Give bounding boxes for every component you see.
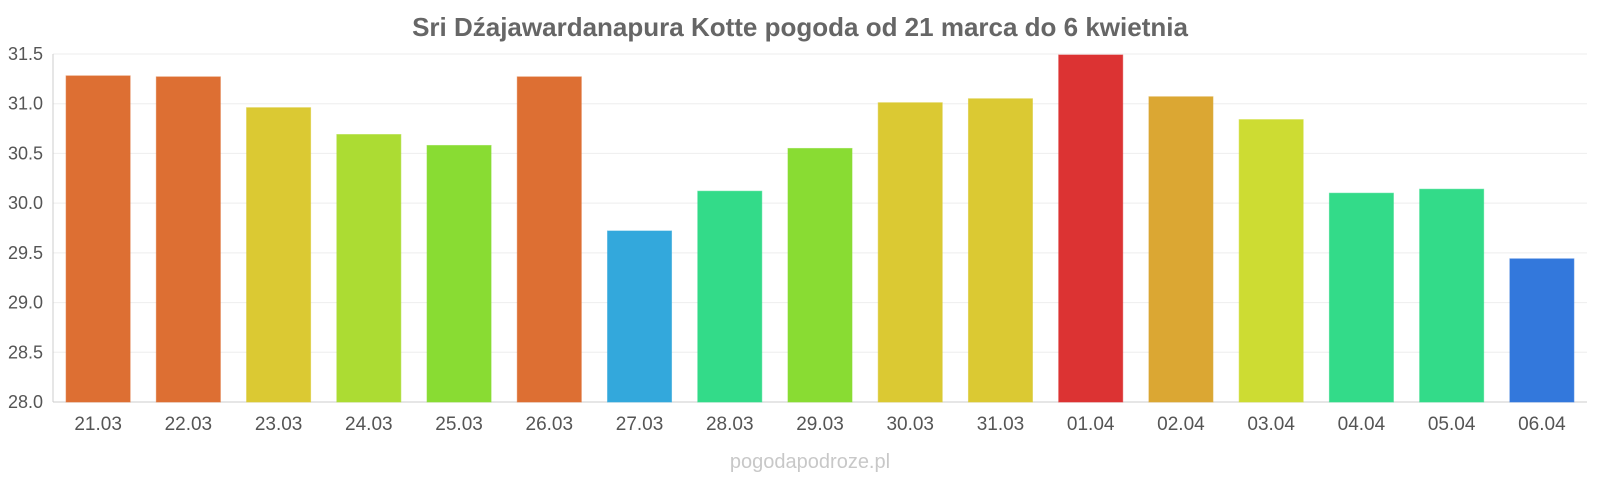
x-tick-label: 03.04 <box>1247 414 1295 435</box>
y-axis-ticks: 28.0 28.5 29.0 29.5 30.0 30.5 31.0 31.5 <box>8 44 43 412</box>
watermark: pogodapodroze.pl <box>730 451 890 473</box>
bar-03.04 <box>1238 119 1304 403</box>
x-tick-label: 04.04 <box>1338 414 1386 435</box>
y-tick-label: 31.0 <box>8 94 43 114</box>
y-tick-label: 30.0 <box>8 193 43 213</box>
x-tick-label: 29.03 <box>796 414 844 435</box>
bar-27.03 <box>607 230 673 403</box>
y-tick-label: 29.5 <box>8 243 43 263</box>
x-axis-ticks: 21.03 22.03 23.03 24.03 25.03 26.03 27.03 28.03… <box>74 414 1566 435</box>
x-tick-label: 22.03 <box>165 414 213 435</box>
x-tick-label: 25.03 <box>435 414 483 435</box>
x-tick-label: 28.03 <box>706 414 754 435</box>
x-tick-label: 05.04 <box>1428 414 1476 435</box>
bar-24.03 <box>336 134 402 403</box>
x-tick-label: 31.03 <box>977 414 1025 435</box>
bar-22.03 <box>155 76 221 403</box>
bar-05.04 <box>1419 188 1485 403</box>
bar-04.04 <box>1328 192 1394 403</box>
bar-21.03 <box>65 75 131 403</box>
x-tick-label: 23.03 <box>255 414 303 435</box>
bar-29.03 <box>787 147 853 403</box>
x-tick-label: 06.04 <box>1518 414 1566 435</box>
bar-01.04 <box>1058 54 1124 403</box>
y-tick-label: 28.5 <box>8 342 43 362</box>
bar-23.03 <box>246 107 312 403</box>
y-tick-label: 28.0 <box>8 392 43 412</box>
y-tick-label: 29.0 <box>8 293 43 313</box>
bar-25.03 <box>426 144 492 403</box>
y-tick-label: 30.5 <box>8 143 43 163</box>
bars <box>65 54 1575 403</box>
chart-title: Sri Dźajawardanapura Kotte pogoda od 21 … <box>412 12 1188 42</box>
x-tick-label: 26.03 <box>526 414 574 435</box>
bar-26.03 <box>516 76 582 403</box>
x-tick-label: 27.03 <box>616 414 664 435</box>
bar-06.04 <box>1509 258 1575 403</box>
x-tick-label: 24.03 <box>345 414 393 435</box>
x-tick-label: 02.04 <box>1157 414 1205 435</box>
bar-28.03 <box>697 190 763 403</box>
bar-02.04 <box>1148 96 1214 403</box>
bar-31.03 <box>967 98 1033 403</box>
x-tick-label: 30.03 <box>886 414 934 435</box>
bar-30.03 <box>877 102 943 403</box>
x-tick-label: 01.04 <box>1067 414 1115 435</box>
y-tick-label: 31.5 <box>8 44 43 64</box>
x-tick-label: 21.03 <box>74 414 122 435</box>
